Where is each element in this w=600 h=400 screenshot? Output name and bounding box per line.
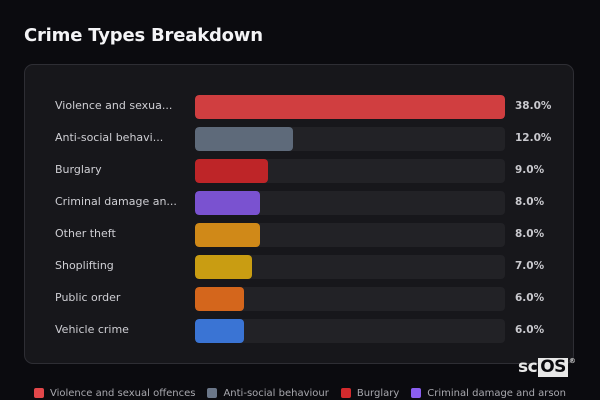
bar-category-label: Shoplifting xyxy=(55,259,114,272)
bar-row: Criminal damage an... 8.0% xyxy=(25,191,573,215)
chart-card: Violence and sexua... 38.0% Anti-social … xyxy=(24,64,574,364)
bar-category-label: Public order xyxy=(55,291,121,304)
bar-category-label: Vehicle crime xyxy=(55,323,129,336)
bar-track xyxy=(195,95,505,119)
bar-category-label: Burglary xyxy=(55,163,102,176)
chart-title: Crime Types Breakdown xyxy=(24,25,263,46)
legend-label: Anti-social behaviour xyxy=(223,387,329,399)
watermark-registered-mark: ® xyxy=(568,357,576,365)
legend-swatch-icon xyxy=(411,388,422,398)
bar-category-label: Anti-social behavi... xyxy=(55,131,164,144)
legend-swatch-icon xyxy=(340,388,351,398)
bar-row: Burglary 9.0% xyxy=(25,159,573,183)
bar-row: Public order 6.0% xyxy=(25,287,573,311)
bar-value-label: 9.0% xyxy=(515,164,545,176)
legend-label: Criminal damage and arson xyxy=(427,387,567,399)
bar-category-label: Other theft xyxy=(55,227,116,240)
bar-fill[interactable] xyxy=(195,191,261,215)
bar-track xyxy=(195,191,505,215)
bar-category-label: Criminal damage an... xyxy=(55,195,177,208)
bar-value-label: 6.0% xyxy=(515,292,545,304)
bar-fill[interactable] xyxy=(195,287,244,311)
bar-track xyxy=(195,223,505,247)
bar-category-label: Violence and sexua... xyxy=(55,99,173,112)
bar-row: Violence and sexua... 38.0% xyxy=(25,95,573,119)
legend-item[interactable]: Criminal damage and arson xyxy=(411,386,566,400)
bar-track xyxy=(195,159,505,183)
bar-value-label: 38.0% xyxy=(515,100,552,112)
scos-watermark-logo: sc OS ® xyxy=(518,356,576,377)
bar-value-label: 8.0% xyxy=(515,228,545,240)
legend-swatch-icon xyxy=(33,388,44,398)
bar-fill[interactable] xyxy=(195,223,261,247)
bar-track xyxy=(195,319,505,343)
legend-item[interactable]: Violence and sexual offences xyxy=(33,386,196,400)
legend-item[interactable]: Burglary xyxy=(340,386,400,400)
bar-row: Other theft 8.0% xyxy=(25,223,573,247)
bar-value-label: 6.0% xyxy=(515,324,545,336)
legend-label: Violence and sexual offences xyxy=(49,387,196,399)
chart-legend: Violence and sexual offences Anti-social… xyxy=(0,386,600,400)
legend-item[interactable]: Anti-social behaviour xyxy=(207,386,329,400)
bar-track xyxy=(195,127,505,151)
bar-row: Shoplifting 7.0% xyxy=(25,255,573,279)
bar-fill[interactable] xyxy=(195,159,269,183)
bar-row: Vehicle crime 6.0% xyxy=(25,319,573,343)
bar-track xyxy=(195,255,505,279)
bar-value-label: 7.0% xyxy=(515,260,545,272)
bar-value-label: 8.0% xyxy=(515,196,545,208)
bar-fill[interactable] xyxy=(195,95,505,119)
bar-track xyxy=(195,287,505,311)
bar-row: Anti-social behavi... 12.0% xyxy=(25,127,573,151)
bar-fill[interactable] xyxy=(195,255,253,279)
watermark-os: OS xyxy=(538,356,568,377)
legend-swatch-icon xyxy=(207,388,218,398)
bar-fill[interactable] xyxy=(195,319,244,343)
watermark-sc: sc xyxy=(518,357,538,377)
bar-fill[interactable] xyxy=(195,127,293,151)
bar-value-label: 12.0% xyxy=(515,132,552,144)
legend-label: Burglary xyxy=(356,387,400,399)
